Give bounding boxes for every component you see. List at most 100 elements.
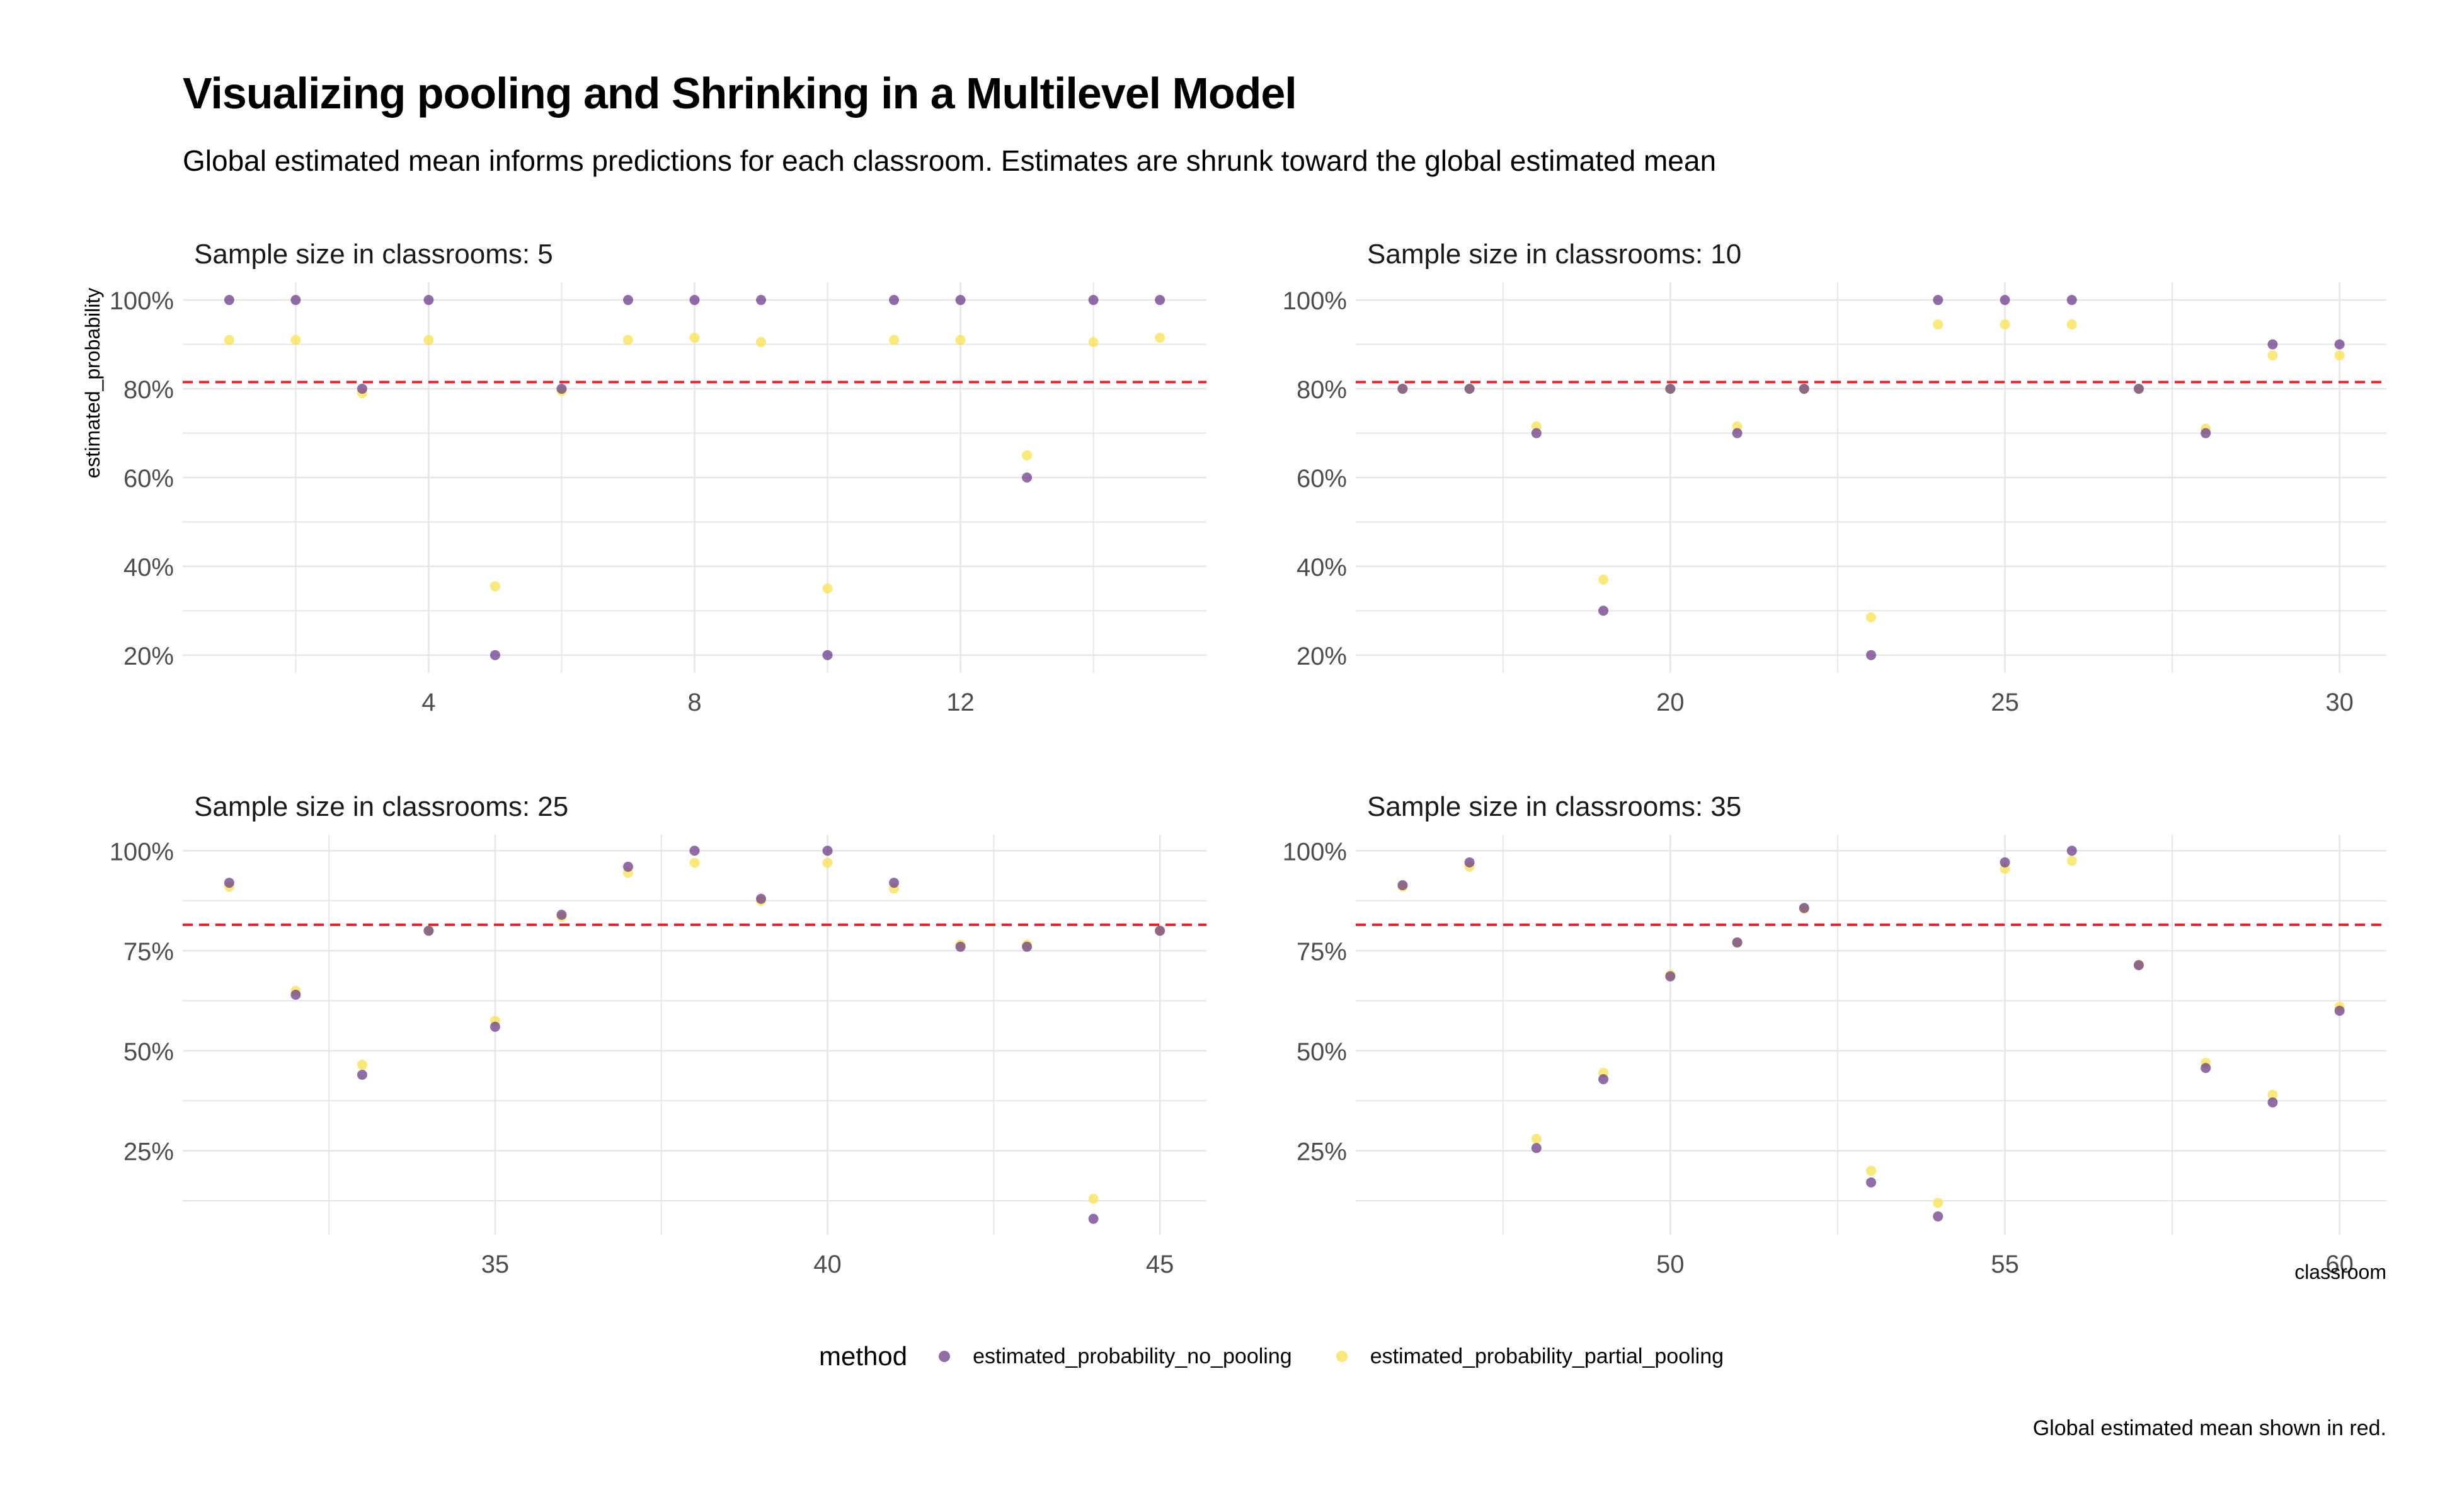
point-no-pooling [1088, 1213, 1099, 1224]
point-no-pooling [756, 893, 767, 904]
point-partial-pooling [622, 335, 633, 345]
x-tick-label: 20 [1656, 689, 1685, 716]
point-no-pooling [1866, 1177, 1876, 1188]
y-tick-label: 40% [1297, 554, 1347, 581]
point-no-pooling [1799, 384, 1809, 394]
point-partial-pooling [1933, 1198, 1944, 1208]
point-no-pooling [2334, 1005, 2345, 1016]
point-no-pooling [290, 295, 301, 306]
point-partial-pooling [1933, 319, 1944, 329]
legend-swatch-partial-pooling [1336, 1351, 1348, 1362]
point-no-pooling [1397, 880, 1408, 891]
point-partial-pooling [2000, 319, 2010, 329]
x-tick-label: 12 [946, 689, 975, 716]
point-no-pooling [1933, 295, 1944, 306]
legend-label-no-pooling: estimated_probability_no_pooling [973, 1344, 1292, 1368]
point-partial-pooling [2066, 319, 2077, 329]
point-no-pooling [1732, 428, 1743, 438]
point-no-pooling [1088, 295, 1099, 306]
x-tick-label: 60 [2325, 1251, 2354, 1278]
point-no-pooling [2334, 339, 2345, 350]
point-partial-pooling [1866, 1166, 1876, 1176]
point-no-pooling [1933, 1211, 1944, 1222]
point-no-pooling [889, 878, 900, 888]
facet-title: Sample size in classrooms: 5 [194, 239, 553, 270]
y-tick-label: 50% [1297, 1038, 1347, 1066]
point-no-pooling [1022, 941, 1033, 952]
point-no-pooling [822, 845, 833, 856]
legend-swatch-no-pooling [939, 1351, 951, 1362]
point-no-pooling [1598, 605, 1609, 616]
point-partial-pooling [1088, 1193, 1099, 1204]
point-no-pooling [1155, 295, 1165, 306]
legend-title: method [819, 1341, 908, 1371]
y-tick-label: 60% [1297, 465, 1347, 493]
point-no-pooling [224, 878, 234, 888]
point-no-pooling [955, 295, 966, 306]
point-partial-pooling [822, 583, 833, 594]
facet-title: Sample size in classrooms: 25 [194, 791, 568, 822]
x-tick-label: 40 [813, 1251, 842, 1278]
point-no-pooling [2201, 1063, 2211, 1074]
point-no-pooling [357, 384, 367, 394]
x-tick-label: 25 [1991, 689, 2019, 716]
point-partial-pooling [756, 337, 767, 348]
y-tick-label: 20% [1297, 643, 1347, 670]
point-no-pooling [1665, 384, 1676, 394]
legend-label-partial-pooling: estimated_probability_partial_pooling [1370, 1344, 1724, 1368]
point-partial-pooling [1598, 575, 1609, 585]
point-no-pooling [2000, 295, 2010, 306]
point-no-pooling [423, 295, 434, 306]
x-tick-label: 4 [421, 689, 435, 716]
y-tick-label: 25% [123, 1138, 174, 1166]
y-tick-label: 60% [123, 465, 174, 493]
point-no-pooling [822, 650, 833, 660]
y-tick-label: 75% [123, 938, 174, 966]
point-no-pooling [2133, 384, 2144, 394]
x-tick-label: 35 [481, 1251, 510, 1278]
point-no-pooling [2133, 960, 2144, 971]
y-tick-label: 75% [1297, 938, 1347, 966]
point-partial-pooling [955, 335, 966, 345]
point-partial-pooling [357, 1060, 367, 1070]
point-no-pooling [490, 1021, 500, 1032]
point-no-pooling [1155, 925, 1165, 936]
chart-title: Visualizing pooling and Shrinking in a M… [183, 69, 1297, 118]
point-partial-pooling [889, 335, 900, 345]
point-no-pooling [423, 925, 434, 936]
point-no-pooling [1732, 937, 1743, 948]
point-partial-pooling [290, 335, 301, 345]
point-no-pooling [955, 941, 966, 952]
point-no-pooling [556, 384, 567, 394]
y-tick-label: 25% [1297, 1138, 1347, 1166]
point-no-pooling [2066, 845, 2077, 856]
point-no-pooling [1665, 971, 1676, 982]
point-partial-pooling [2066, 856, 2077, 866]
x-tick-label: 55 [1991, 1251, 2019, 1278]
chart-subtitle: Global estimated mean informs prediction… [183, 144, 1717, 177]
point-partial-pooling [689, 857, 700, 868]
point-no-pooling [1799, 903, 1809, 914]
x-axis-title: classroom [2294, 1261, 2386, 1283]
x-tick-label: 45 [1146, 1251, 1174, 1278]
y-axis-title: estimated_probability [81, 288, 104, 478]
point-partial-pooling [1866, 612, 1876, 622]
point-partial-pooling [490, 581, 500, 592]
point-partial-pooling [1022, 450, 1033, 461]
point-no-pooling [2267, 339, 2278, 350]
point-no-pooling [2267, 1097, 2278, 1108]
caption: Global estimated mean shown in red. [2032, 1416, 2386, 1440]
point-partial-pooling [2267, 1089, 2278, 1100]
point-no-pooling [224, 295, 234, 306]
point-no-pooling [1531, 428, 1542, 438]
point-no-pooling [2000, 857, 2010, 868]
x-tick-label: 30 [2325, 689, 2354, 716]
y-tick-label: 100% [110, 287, 174, 315]
point-no-pooling [689, 295, 700, 306]
y-tick-label: 80% [123, 376, 174, 404]
y-tick-label: 20% [123, 643, 174, 670]
y-tick-label: 50% [123, 1038, 174, 1066]
facet-title: Sample size in classrooms: 10 [1367, 239, 1741, 270]
point-no-pooling [290, 990, 301, 1000]
